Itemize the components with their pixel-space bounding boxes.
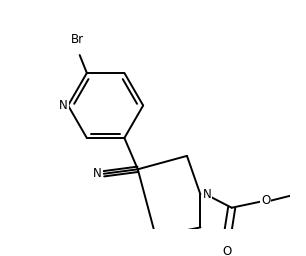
Text: O: O bbox=[261, 194, 270, 207]
Text: O: O bbox=[222, 245, 232, 256]
Text: N: N bbox=[93, 167, 102, 180]
Text: N: N bbox=[59, 99, 68, 112]
Text: N: N bbox=[203, 188, 212, 201]
Text: Br: Br bbox=[71, 33, 84, 46]
